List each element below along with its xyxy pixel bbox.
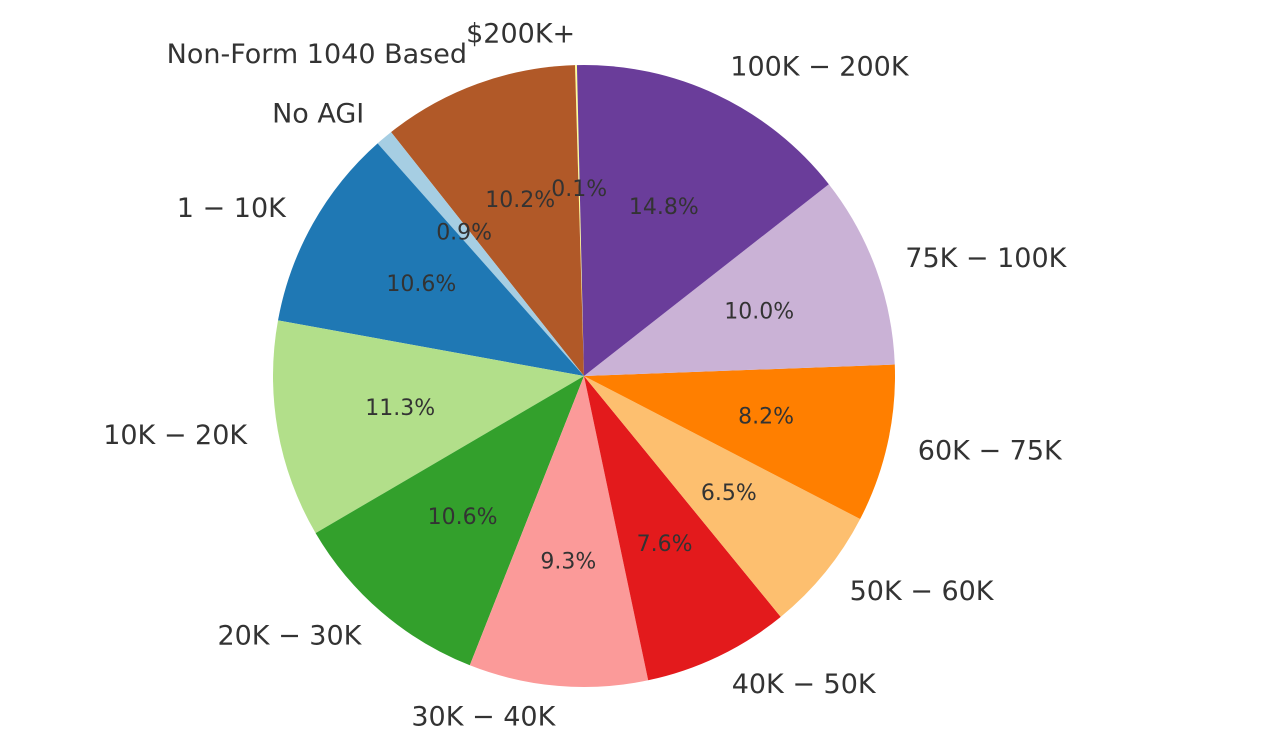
category-label-75k-100k: 75K − 100K: [905, 243, 1067, 274]
pct-label-no-agi: 0.9%: [436, 220, 492, 245]
pct-label-75k-100k: 10.0%: [724, 299, 794, 324]
pct-label-non-form-1040-based: 10.2%: [485, 188, 555, 213]
category-label-10k-20k: 10K − 20K: [103, 420, 248, 451]
category-label-40k-50k: 40K − 50K: [732, 669, 877, 700]
pie-slice-100k-200k: [576, 64, 829, 377]
pct-label-200k: 0.1%: [551, 177, 607, 202]
pie-slice-30k-40k: [469, 376, 649, 688]
category-label-50k-60k: 50K − 60K: [850, 576, 995, 607]
pct-label-1-10k: 10.6%: [386, 272, 456, 297]
category-label-1-10k: 1 − 10K: [177, 193, 287, 224]
category-label-60k-75k: 60K − 75K: [918, 435, 1063, 466]
pie-slice-no-agi: [377, 132, 584, 376]
category-label-30k-40k: 30K − 40K: [411, 701, 556, 732]
pct-label-20k-30k: 10.6%: [428, 505, 498, 530]
category-label-200k: $200K+: [466, 19, 575, 50]
pct-label-40k-50k: 7.6%: [637, 532, 693, 557]
pct-label-10k-20k: 11.3%: [365, 396, 435, 421]
category-label-100k-200k: 100K − 200K: [730, 51, 910, 82]
pie-slice-75k-100k: [584, 184, 895, 376]
pie-slice-non-form-1040-based: [391, 65, 584, 376]
pie-slice-50k-60k: [584, 376, 861, 617]
category-label-no-agi: No AGI: [272, 98, 364, 129]
pie-slice-20k-30k: [315, 376, 584, 666]
slices-layer: [273, 64, 896, 688]
pie-slice-1-10k: [278, 143, 584, 376]
pie-slice-40k-50k: [584, 376, 781, 681]
category-label-non-form-1040-based: Non-Form 1040 Based: [167, 39, 467, 70]
pct-label-50k-60k: 6.5%: [701, 481, 757, 506]
pct-label-60k-75k: 8.2%: [738, 404, 794, 429]
pie-slice-200k: [574, 65, 584, 376]
labels-layer: 0.1% $200K+ 10.2% Non-Form 1040 Based 0.9% No…: [103, 19, 1067, 733]
pie-slice-10k-20k: [273, 320, 584, 534]
pct-label-100k-200k: 14.8%: [629, 195, 699, 220]
category-label-20k-30k: 20K − 30K: [217, 620, 362, 651]
pct-label-30k-40k: 9.3%: [540, 549, 596, 574]
pie-slice-60k-75k: [584, 364, 896, 520]
